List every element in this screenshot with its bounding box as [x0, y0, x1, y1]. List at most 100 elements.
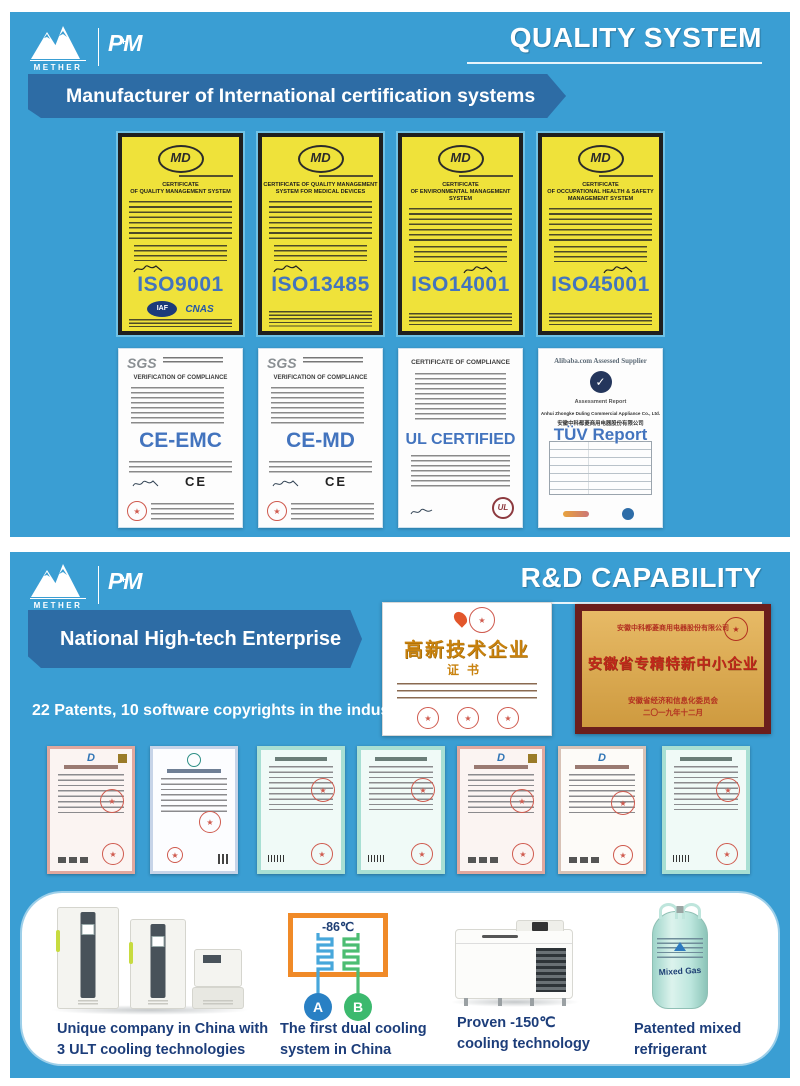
red-stamp-icon — [724, 617, 748, 641]
software-copyright-certificate — [662, 746, 750, 874]
blue-seal-icon — [622, 508, 634, 520]
cert-footer-text — [409, 313, 512, 327]
emblem-icon — [528, 754, 537, 763]
vent-grille — [148, 1000, 168, 1006]
refrigerant-cylinder-image: Mixed Gas — [652, 903, 708, 1009]
shadow — [50, 1005, 250, 1015]
circle-b-label: B — [353, 999, 363, 1015]
cert-heading: CERTIFICATE — [582, 182, 619, 188]
red-stamp-icon — [127, 501, 147, 521]
pm-plus-icon: + — [120, 37, 126, 48]
cert-heading: MANAGEMENT SYSTEM — [567, 196, 634, 202]
barcode-icon — [673, 855, 691, 862]
leg — [562, 998, 566, 1006]
section-title-underline — [467, 602, 762, 604]
lid-handle — [482, 935, 518, 938]
cert-heading: CERTIFICATE — [162, 182, 199, 188]
iso-code: ISO14001 — [411, 273, 510, 296]
red-stamp-icon — [167, 847, 183, 863]
cert-body-text — [269, 461, 372, 475]
red-stamp-icon — [497, 707, 519, 729]
red-stamp-icon — [311, 778, 335, 802]
cert-heading: CERTIFICATE OF QUALITY MANAGEMENT — [263, 182, 378, 188]
cert-code: CE-MD — [286, 429, 355, 452]
signature-line — [569, 857, 599, 863]
cert-subline — [319, 175, 373, 177]
patent-certificate: D — [558, 746, 646, 874]
cert-heading: SYSTEM FOR MEDICAL DEVICES — [275, 189, 366, 195]
patent-title — [275, 757, 327, 761]
cert-heading: VERIFICATION OF COMPLIANCE — [133, 375, 228, 381]
feature-label: Patented mixed refrigerant — [634, 1021, 742, 1059]
patent-office-logo: D — [497, 752, 505, 764]
section-title: R&D CAPABILITY — [520, 562, 762, 593]
iso14001-certificate: MD CERTIFICATE OF ENVIRONMENTAL MANAGEME… — [398, 133, 523, 335]
cert-heading: VERIFICATION OF COMPLIANCE — [273, 375, 368, 381]
signature-icon — [273, 265, 303, 273]
sgs-logo: SGS — [127, 355, 157, 371]
flame-emblem-icon — [451, 609, 470, 628]
red-stamp-icon — [512, 843, 534, 865]
ce-emc-certificate: SGS VERIFICATION OF COMPLIANCE CE-EMC CE — [118, 348, 243, 528]
cert-subline — [179, 175, 233, 177]
cert-heading: Alibaba.com Assessed Supplier — [554, 357, 647, 365]
red-stamp-icon — [611, 791, 635, 815]
freezer-handle — [56, 930, 60, 952]
red-stamp-icon — [199, 811, 221, 833]
cert-heading: OF QUALITY MANAGEMENT SYSTEM — [130, 189, 231, 195]
signature-icon — [133, 265, 163, 273]
cert-body-text — [411, 455, 510, 489]
red-stamp-icon — [469, 607, 495, 633]
feature-label: The first dual cooling system in China — [280, 1021, 427, 1059]
freezer-lid — [456, 930, 572, 944]
brand-triangle-icon — [674, 942, 686, 951]
cert-heading: OF ENVIRONMENTAL MANAGEMENT — [410, 189, 511, 195]
iso-code: ISO45001 — [551, 273, 650, 296]
cert-heading: CERTIFICATE — [442, 182, 479, 188]
logo-separator — [98, 566, 99, 604]
display-screen — [151, 936, 165, 947]
shadow — [450, 997, 580, 1007]
vent-grille — [536, 948, 566, 992]
cert-code: TÜV Report — [553, 425, 648, 444]
ce-mark: CE — [325, 474, 348, 489]
leg — [464, 998, 468, 1006]
patent-title — [680, 757, 732, 761]
cert-code: CE-EMC — [139, 429, 222, 452]
barcode-icon — [268, 855, 286, 862]
vent-grille — [203, 1000, 233, 1006]
plaque-title: 安徽省专精特新中小企业 — [587, 657, 759, 673]
red-stamp-icon — [716, 778, 740, 802]
sgs-logo-subtext — [303, 357, 363, 365]
cylinder-valve — [676, 906, 684, 913]
patent-office-logo: D — [87, 752, 95, 764]
barcode-icon — [368, 855, 386, 862]
brand-logo: METHER P+M — [30, 560, 180, 610]
brand-name: METHER — [33, 601, 83, 610]
cylinder-handle — [659, 903, 678, 919]
assessment-report-label: Assessment Report — [574, 399, 627, 405]
signature-line — [58, 857, 88, 863]
cryo-freezer-image — [455, 920, 573, 1006]
software-copyright-certificate — [257, 746, 345, 874]
cert-footer-text — [549, 313, 652, 327]
md-logo: MD — [297, 145, 344, 173]
mountain-logo-icon — [31, 26, 80, 59]
iso45001-certificate: MD CERTIFICATE OF OCCUPATIONAL HEALTH & … — [538, 133, 663, 335]
patent-title — [167, 769, 221, 773]
ul-certificate: CERTIFICATE OF COMPLIANCE UL CERTIFIED U… — [398, 348, 523, 528]
pm-m: M — [123, 568, 142, 594]
red-stamp-icon — [411, 843, 433, 865]
patent-title — [575, 765, 629, 769]
cert-body-text — [134, 245, 227, 261]
iso-code: ISO9001 — [137, 273, 224, 296]
mixed-gas-label: Mixed Gas — [658, 964, 702, 978]
circle-a-icon — [304, 993, 332, 1021]
sgs-logo: SGS — [267, 355, 297, 371]
ce-mark: CE — [185, 474, 208, 489]
patent-body-text — [161, 778, 227, 812]
signature-icon — [603, 266, 633, 274]
red-stamp-icon — [311, 843, 333, 865]
freezer-handle — [129, 942, 133, 964]
compact-freezer-image — [194, 949, 242, 987]
